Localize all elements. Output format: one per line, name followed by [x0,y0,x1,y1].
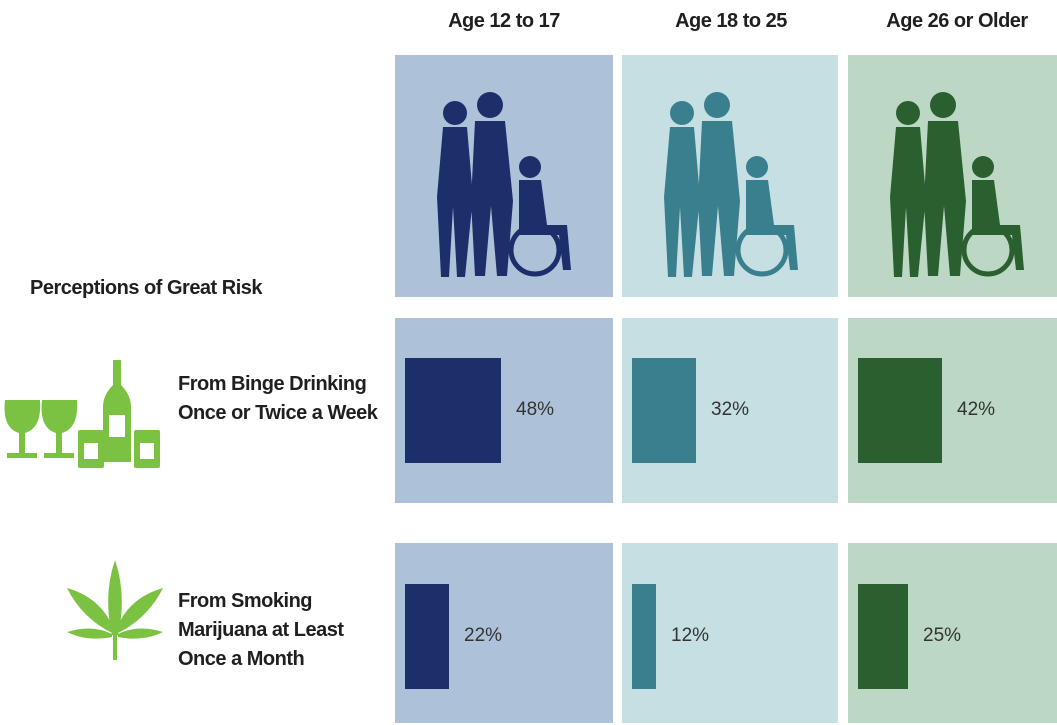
bar [858,584,908,689]
infographic: Perceptions of Great Risk From Binge Dri… [0,0,1057,725]
people-silhouette [848,55,1057,297]
value-label: 32% [711,399,749,421]
bar [632,358,696,463]
value-label: 48% [516,399,554,421]
leaf-icon [60,555,170,665]
value-label: 22% [464,625,502,647]
bar [632,584,656,689]
row-label: From Smoking Marijuana at Least Once a M… [178,587,378,674]
row-label: From Binge Drinking Once or Twice a Week [178,370,378,428]
column-header: Age 18 to 25 [622,10,840,33]
drinks-icon [0,355,170,485]
value-label: 12% [671,625,709,647]
column-header: Age 26 or Older [848,10,1057,33]
bar [405,584,449,689]
bar [405,358,501,463]
people-silhouette [622,55,838,297]
bar [858,358,942,463]
chart-title: Perceptions of Great Risk [30,277,262,300]
people-silhouette [395,55,613,297]
value-label: 25% [923,625,961,647]
value-label: 42% [957,399,995,421]
column-header: Age 12 to 17 [395,10,613,33]
